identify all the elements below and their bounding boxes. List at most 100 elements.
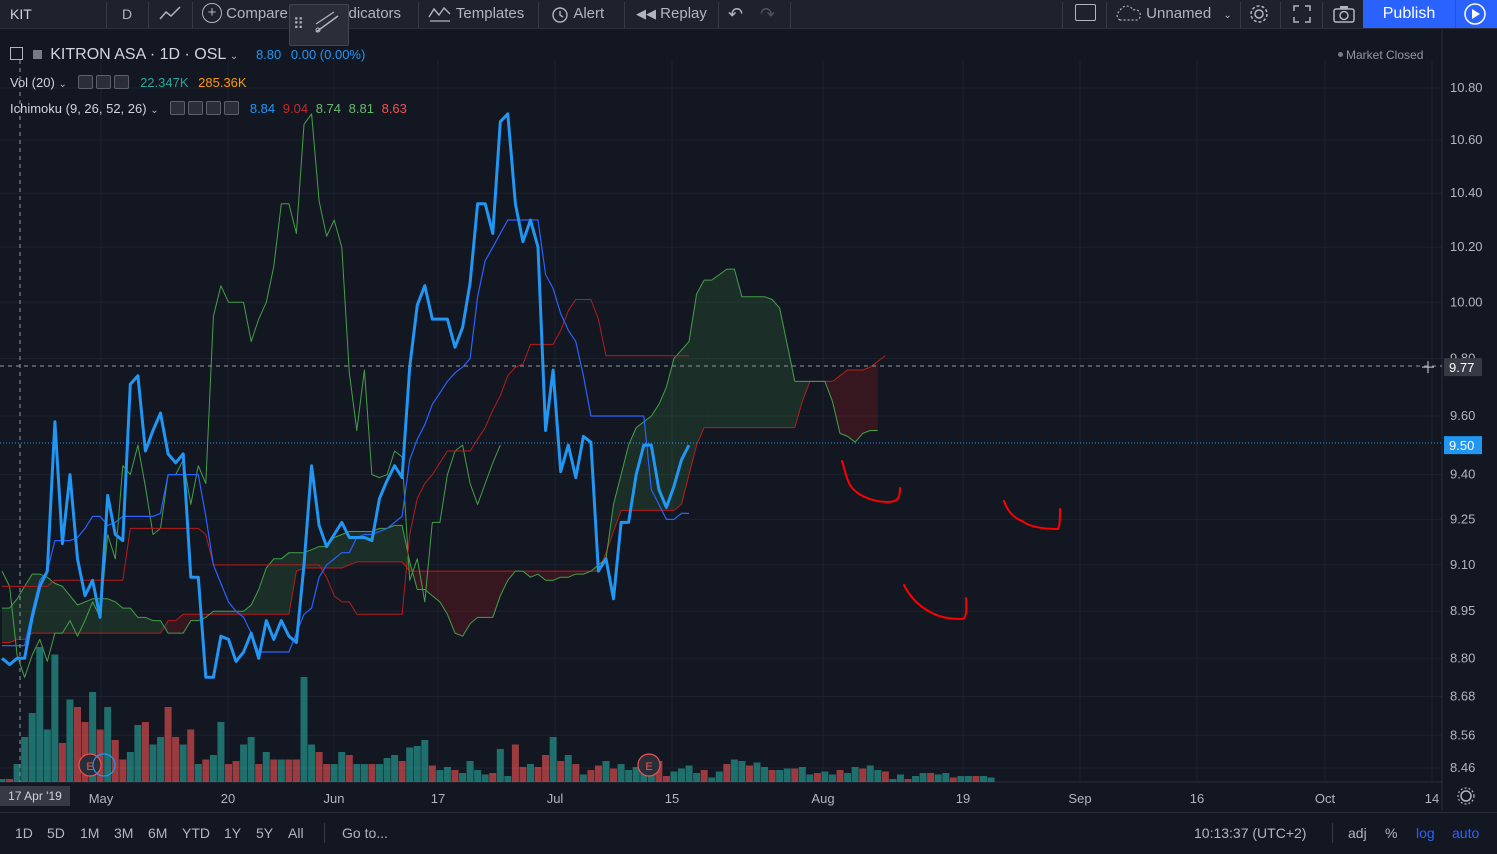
- annotation-stroke: [841, 460, 901, 504]
- bottom-toolbar: 1D 5D 1M 3M 6M YTD 1Y 5Y All Go to... 10…: [0, 812, 1497, 854]
- range-5y[interactable]: 5Y: [256, 825, 274, 841]
- publish-button[interactable]: Publish: [1363, 0, 1455, 28]
- drag-handle-icon[interactable]: ⠿: [293, 16, 304, 33]
- compare-button[interactable]: + Compare: [202, 0, 288, 28]
- chevron-down-icon[interactable]: ⌄: [229, 51, 239, 62]
- ichimoku-value: 8.81: [348, 101, 374, 116]
- chevron-down-icon[interactable]: ⌄: [58, 79, 67, 90]
- drawing-floating-toolbar[interactable]: ⠿: [289, 4, 349, 46]
- range-1m[interactable]: 1M: [80, 825, 100, 841]
- price-tick-label: 8.80: [1450, 650, 1475, 665]
- cloud-segment: [855, 369, 863, 443]
- chikou-line: [1, 113, 501, 678]
- camera-icon[interactable]: [1332, 0, 1356, 28]
- volume-bar: [602, 761, 610, 782]
- price-change: 0.00 (0.00%): [290, 47, 366, 62]
- volume-bar: [549, 737, 557, 782]
- cloud-segment: [741, 296, 750, 428]
- volume-bar: [753, 762, 761, 782]
- volume-bar: [28, 713, 36, 782]
- templates-button[interactable]: Templates: [428, 0, 524, 28]
- clock-readout[interactable]: 10:13:37 (UTC+2): [1194, 825, 1307, 841]
- eye-icon[interactable]: [170, 101, 186, 115]
- layout-square-icon[interactable]: [1075, 0, 1096, 28]
- range-all[interactable]: All: [288, 825, 304, 841]
- chart-style-icon[interactable]: [158, 0, 182, 28]
- time-tick-label: Aug: [811, 791, 834, 806]
- market-status: Market Closed: [1338, 48, 1423, 62]
- symbol-title[interactable]: KITRON ASA · 1D · OSL: [50, 46, 227, 63]
- price-axis: 10.8010.6010.4010.2010.009.809.609.409.2…: [1422, 80, 1483, 775]
- close-icon[interactable]: [114, 75, 130, 89]
- replay-button[interactable]: ◀◀ Replay: [636, 0, 707, 28]
- range-5d[interactable]: 5D: [47, 825, 65, 841]
- cloud-segment: [719, 269, 727, 428]
- volume-bar: [209, 755, 217, 782]
- code-icon[interactable]: [206, 101, 222, 115]
- symbol-search[interactable]: KIT: [10, 6, 32, 22]
- volume-bar: [36, 647, 44, 782]
- volume-bar: [504, 776, 512, 782]
- volume-bar: [866, 765, 874, 782]
- goto-button[interactable]: Go to...: [342, 825, 388, 841]
- range-6m[interactable]: 6M: [148, 825, 168, 841]
- price-label: 9.77: [1449, 360, 1474, 375]
- volume-bar: [632, 767, 640, 782]
- range-1d[interactable]: 1D: [15, 825, 33, 841]
- undo-icon[interactable]: ↶: [728, 4, 744, 24]
- indicators-button[interactable]: Indicators: [336, 5, 402, 22]
- chevron-down-icon[interactable]: ⌄: [150, 105, 159, 116]
- percent-toggle[interactable]: %: [1385, 825, 1398, 841]
- candles-icon[interactable]: [10, 47, 23, 60]
- gear-icon[interactable]: [1248, 0, 1270, 28]
- ichimoku-value: 9.04: [282, 101, 309, 116]
- cloud-segment: [213, 611, 221, 615]
- volume-bar: [964, 776, 972, 782]
- volume-bar: [428, 765, 436, 782]
- volume-bar: [81, 722, 89, 782]
- range-ytd[interactable]: YTD: [182, 825, 210, 841]
- volume-bar: [625, 770, 633, 782]
- volume-bar: [292, 759, 300, 782]
- svg-text:E: E: [86, 761, 93, 773]
- gear-icon[interactable]: [96, 75, 112, 89]
- cloud-segment: [568, 571, 576, 578]
- alert-button[interactable]: Alert: [550, 0, 604, 28]
- volume-bars: [0, 647, 995, 782]
- ichimoku-label[interactable]: Ichimoku (9, 26, 52, 26): [10, 101, 147, 116]
- cloud-segment: [757, 296, 765, 428]
- adj-toggle[interactable]: adj: [1348, 825, 1367, 841]
- fullscreen-icon[interactable]: [1292, 0, 1312, 28]
- play-icon[interactable]: [1455, 0, 1497, 28]
- cloud-segment: [153, 620, 161, 634]
- cloud-segment: [183, 614, 191, 634]
- redo-icon[interactable]: ↷: [760, 4, 776, 24]
- volume-bar: [217, 722, 225, 782]
- cloud-segment: [432, 571, 440, 602]
- time-axis: May 20 Jun 17 Jul 15 Aug 19 Sep 16 Oct 14: [89, 787, 1475, 806]
- volume-bar: [738, 761, 746, 782]
- eye-icon[interactable]: [78, 75, 94, 89]
- gear-icon[interactable]: [188, 101, 204, 115]
- range-3m[interactable]: 3M: [114, 825, 134, 841]
- cloud-segment: [439, 571, 448, 615]
- cloud-segment: [689, 293, 697, 475]
- annotation-stroke: [1003, 500, 1061, 531]
- trend-line-tool-icon[interactable]: [312, 10, 342, 40]
- layout-name-menu[interactable]: Unnamed ⌄: [1114, 0, 1232, 28]
- volume-label[interactable]: Vol (20): [10, 75, 55, 90]
- cloud-segment: [258, 567, 267, 615]
- volume-bar: [912, 776, 920, 782]
- auto-toggle[interactable]: auto: [1452, 825, 1480, 841]
- interval-button[interactable]: D: [122, 6, 133, 22]
- cloud-segment: [349, 531, 357, 565]
- volume-bar: [511, 744, 519, 782]
- cloud-segment: [288, 552, 297, 615]
- log-toggle[interactable]: log: [1416, 825, 1435, 841]
- close-icon[interactable]: [224, 101, 240, 115]
- range-1y[interactable]: 1Y: [224, 825, 242, 841]
- volume-bar: [119, 759, 127, 782]
- settings-gear-icon[interactable]: [1457, 787, 1475, 805]
- cloud-segment: [779, 307, 788, 428]
